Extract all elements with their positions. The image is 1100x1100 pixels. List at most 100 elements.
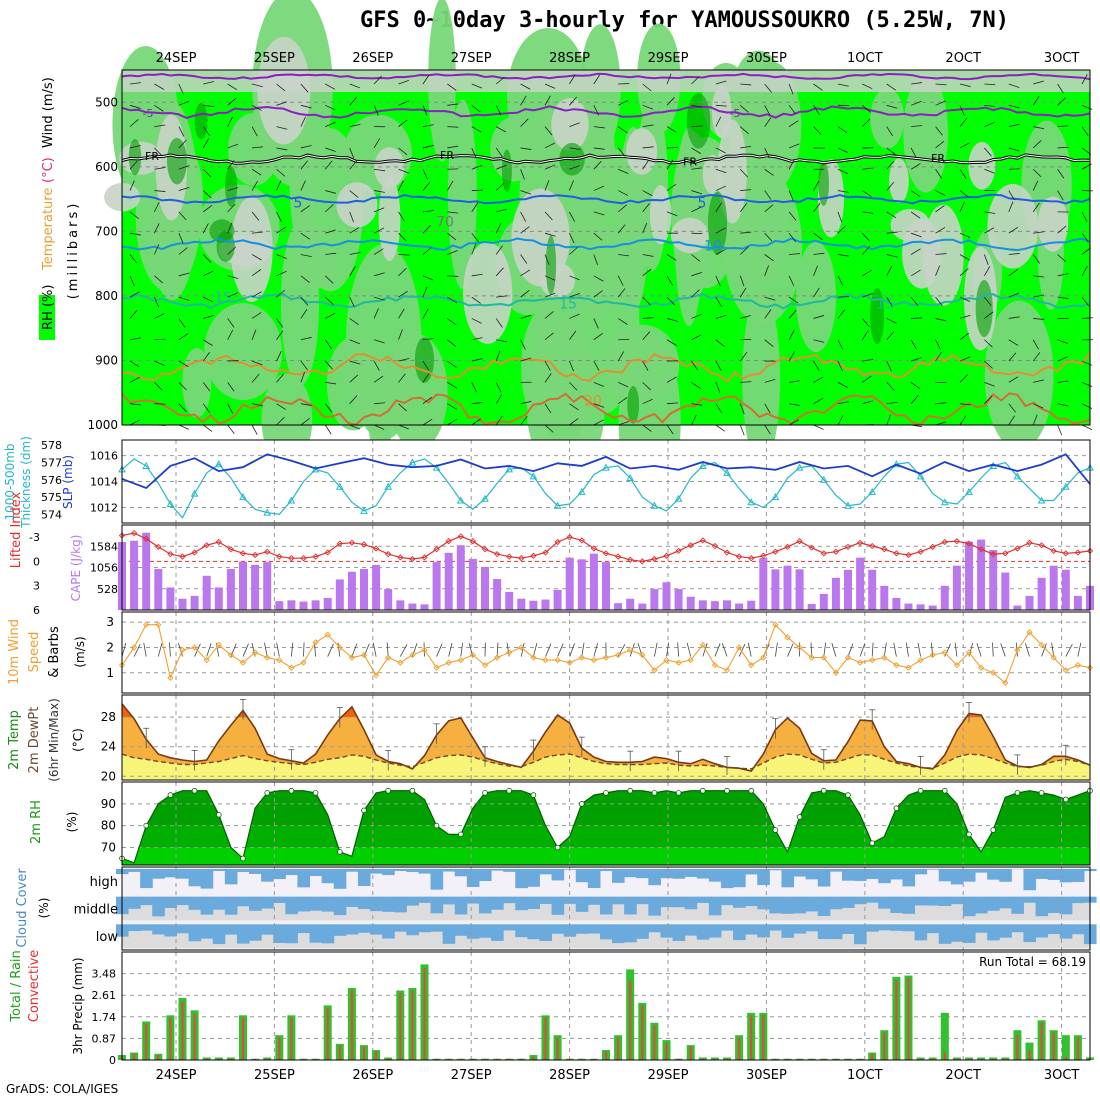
wind-barb xyxy=(129,254,138,264)
cloud-cover-bar xyxy=(1011,924,1024,933)
lifted-index-point xyxy=(227,546,235,553)
wind-barb xyxy=(398,180,404,191)
cape-bar xyxy=(1001,572,1010,610)
precip-convective-bar xyxy=(774,1058,777,1060)
wind-barb xyxy=(1008,201,1014,213)
cape-bar xyxy=(735,603,744,610)
wind-barb xyxy=(520,339,526,350)
wind-barb xyxy=(788,143,800,149)
wind-barb xyxy=(303,642,305,657)
wind-barb xyxy=(398,254,410,256)
wind-barb xyxy=(764,309,772,319)
precip-convective-bar xyxy=(544,1017,547,1060)
wind-barb xyxy=(373,272,385,277)
rh-point xyxy=(336,849,343,855)
wind-barb xyxy=(447,211,459,214)
cloud-cover-bar xyxy=(696,896,710,903)
panel-frame xyxy=(121,611,1091,694)
cloud-cover-bar xyxy=(745,924,758,935)
wind-barb xyxy=(642,104,654,110)
wind-barb xyxy=(129,376,140,383)
wind-barb xyxy=(251,312,262,319)
cloud-cover-bar xyxy=(491,924,504,941)
wind-barb xyxy=(129,232,141,236)
rh-point xyxy=(748,787,754,794)
wind-barb xyxy=(715,339,725,347)
wind-speed-point xyxy=(675,659,682,666)
precip-convective-bar xyxy=(169,1017,172,1060)
wind-barb xyxy=(1032,140,1042,149)
wind-barb xyxy=(1032,414,1038,426)
cloud-cover-bar xyxy=(442,896,456,905)
cape-bar xyxy=(420,604,429,610)
wind-barb xyxy=(569,246,578,255)
wind-speed-point xyxy=(917,656,924,664)
precip-total-bar xyxy=(723,1057,731,1060)
wind-speed-point xyxy=(832,669,840,676)
wind-barb xyxy=(252,231,264,234)
precip-convective-bar xyxy=(459,1058,462,1060)
precip-convective-bar xyxy=(350,990,353,1060)
wind-barb xyxy=(593,147,605,150)
wind-barb xyxy=(764,204,774,213)
wind-barb xyxy=(910,296,919,306)
minmax-axis-label: (6hr Min/Max) xyxy=(47,698,61,782)
cloud-cover-bar xyxy=(128,896,141,909)
wind-barb xyxy=(1033,231,1045,234)
precip-convective-bar xyxy=(701,1058,704,1060)
cape-bar xyxy=(311,600,320,610)
wind-barb xyxy=(447,126,459,128)
cloud-cover-bar xyxy=(781,924,795,938)
cloud-cover-bar xyxy=(975,869,988,873)
wind-barb xyxy=(300,360,308,371)
wind-barb xyxy=(129,145,141,149)
cape-bar xyxy=(178,598,187,610)
precip-convective-bar xyxy=(883,1032,886,1060)
wind-barb xyxy=(544,373,552,383)
wind-barb xyxy=(325,190,337,194)
rh-point xyxy=(167,792,174,798)
dewpoint-axis-label: 2m DewPt xyxy=(27,707,42,774)
rh-zone xyxy=(128,138,142,176)
wind-barb xyxy=(544,83,556,89)
wind-barb xyxy=(202,254,212,263)
wind-barb xyxy=(447,418,457,426)
wind-barb xyxy=(715,360,722,371)
wind-barb xyxy=(349,266,356,277)
wind-barb xyxy=(739,126,749,135)
wind-barb xyxy=(837,382,848,388)
wind-barb xyxy=(789,253,801,255)
wind-barb xyxy=(886,160,895,170)
temp-tick-label: 28 xyxy=(101,710,116,724)
rh-zone xyxy=(626,128,658,175)
lifted-index-point xyxy=(820,550,827,557)
lifted-index-point xyxy=(191,549,198,556)
wind-barb xyxy=(495,182,505,191)
wind-barb xyxy=(544,211,553,221)
rh-zone xyxy=(870,88,905,149)
wind-barb xyxy=(422,338,434,341)
cloud-cover-bar xyxy=(466,869,480,887)
cloud-cover-bar xyxy=(938,896,952,906)
rh-point xyxy=(941,787,948,794)
wind-barb xyxy=(813,180,820,191)
cloud-cover-bar xyxy=(805,869,819,880)
wind-barb xyxy=(666,642,670,657)
wind-barb xyxy=(495,394,503,404)
isotherm-line xyxy=(122,292,1091,310)
wind-barb xyxy=(691,403,703,406)
cloud-cover-bar xyxy=(430,924,444,932)
precip-tick-label: 0.87 xyxy=(92,1032,117,1045)
cloud-cover-bar xyxy=(140,924,153,931)
footer-credit: GrADS: COLA/IGES xyxy=(6,1082,119,1096)
top-date-label: 2OCT xyxy=(945,51,981,66)
wind-speed-point xyxy=(639,651,646,659)
precip-convective-bar xyxy=(375,1051,378,1060)
wind-barb xyxy=(984,381,995,387)
panel-frame xyxy=(121,951,1091,1061)
rh-point xyxy=(554,844,561,851)
cloud-cover-bar xyxy=(950,896,964,905)
wind-barb xyxy=(495,147,503,158)
wind-barb xyxy=(129,337,141,341)
rh-point xyxy=(1014,790,1021,796)
